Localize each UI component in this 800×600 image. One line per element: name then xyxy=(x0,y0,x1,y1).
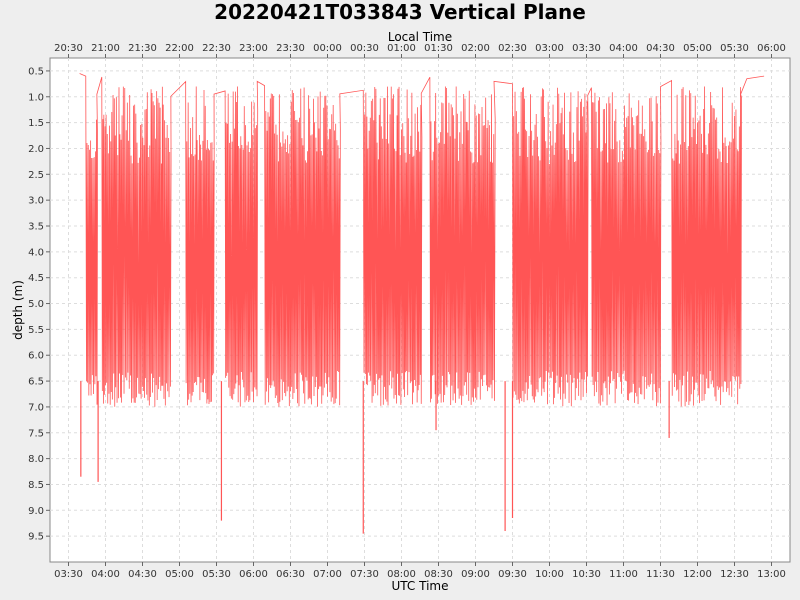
x-tick-label: 05:30 xyxy=(202,569,231,580)
x-tick-label: 11:00 xyxy=(609,569,638,580)
x-tick-label: 08:00 xyxy=(387,569,416,580)
y-tick-label: 8.0 xyxy=(28,454,44,465)
y-tick-label: 2.0 xyxy=(28,144,44,155)
y-tick-label: 9.0 xyxy=(28,506,44,517)
top-tick-label: 05:00 xyxy=(683,43,712,54)
top-tick-label: 21:30 xyxy=(128,43,157,54)
y-tick-label: 6.0 xyxy=(28,351,44,362)
y-tick-label: 5.5 xyxy=(28,325,44,336)
top-tick-label: 03:00 xyxy=(535,43,564,54)
y-tick-label: 1.0 xyxy=(28,92,44,103)
top-tick-label: 03:30 xyxy=(572,43,601,54)
y-tick-label: 4.5 xyxy=(28,273,44,284)
y-tick-label: 3.5 xyxy=(28,222,44,233)
x-tick-label: 09:00 xyxy=(461,569,490,580)
y-tick-label: 8.5 xyxy=(28,480,44,491)
depth-series-line xyxy=(79,73,765,407)
top-tick-label: 01:00 xyxy=(387,43,416,54)
top-tick-label: 00:30 xyxy=(350,43,379,54)
top-tick-label: 00:00 xyxy=(313,43,342,54)
x-tick-label: 11:30 xyxy=(646,569,675,580)
y-tick-label: 3.0 xyxy=(28,196,44,207)
chart-title: 20220421T033843 Vertical Plane xyxy=(214,0,586,24)
x-tick-label: 08:30 xyxy=(424,569,453,580)
top-tick-label: 23:00 xyxy=(239,43,268,54)
x-tick-label: 04:30 xyxy=(128,569,157,580)
top-tick-label: 20:30 xyxy=(54,43,83,54)
x-tick-label: 06:00 xyxy=(239,569,268,580)
y-tick-label: 0.5 xyxy=(28,66,44,77)
x-tick-label: 12:00 xyxy=(683,569,712,580)
top-tick-label: 22:30 xyxy=(202,43,231,54)
x-axis-label: UTC Time xyxy=(392,579,449,593)
top-tick-label: 02:00 xyxy=(461,43,490,54)
x-tick-label: 06:30 xyxy=(276,569,305,580)
top-tick-label: 23:30 xyxy=(276,43,305,54)
x-tick-label: 05:00 xyxy=(165,569,194,580)
data-layer xyxy=(79,73,765,534)
y-tick-label: 1.5 xyxy=(28,118,44,129)
y-tick-label: 6.5 xyxy=(28,377,44,388)
y-tick-label: 2.5 xyxy=(28,170,44,181)
axes: 03:30 04:00 04:30 05:00 05:30 06:00 06:30 07:00… xyxy=(28,43,786,580)
x-tick-label: 07:00 xyxy=(313,569,342,580)
y-tick-label: 7.5 xyxy=(28,428,44,439)
y-tick-label: 4.0 xyxy=(28,247,44,258)
y-tick-label: 7.0 xyxy=(28,402,44,413)
top-tick-label: 02:30 xyxy=(498,43,527,54)
top-tick-label: 21:00 xyxy=(91,43,120,54)
x-tick-label: 10:00 xyxy=(535,569,564,580)
top-axis-label: Local Time xyxy=(388,30,452,44)
top-tick-label: 04:00 xyxy=(609,43,638,54)
y-tick-label: 9.5 xyxy=(28,532,44,543)
x-tick-label: 12:30 xyxy=(720,569,749,580)
y-axis-label: depth (m) xyxy=(11,280,25,340)
top-tick-label: 22:00 xyxy=(165,43,194,54)
top-tick-label: 04:30 xyxy=(646,43,675,54)
x-tick-label: 09:30 xyxy=(498,569,527,580)
top-tick-label: 01:30 xyxy=(424,43,453,54)
x-tick-label: 03:30 xyxy=(54,569,83,580)
x-tick-label: 13:00 xyxy=(757,569,786,580)
x-tick-label: 07:30 xyxy=(350,569,379,580)
y-tick-label: 5.0 xyxy=(28,299,44,310)
x-tick-label: 04:00 xyxy=(91,569,120,580)
top-tick-label: 06:00 xyxy=(757,43,786,54)
top-tick-label: 05:30 xyxy=(720,43,749,54)
x-tick-label: 10:30 xyxy=(572,569,601,580)
